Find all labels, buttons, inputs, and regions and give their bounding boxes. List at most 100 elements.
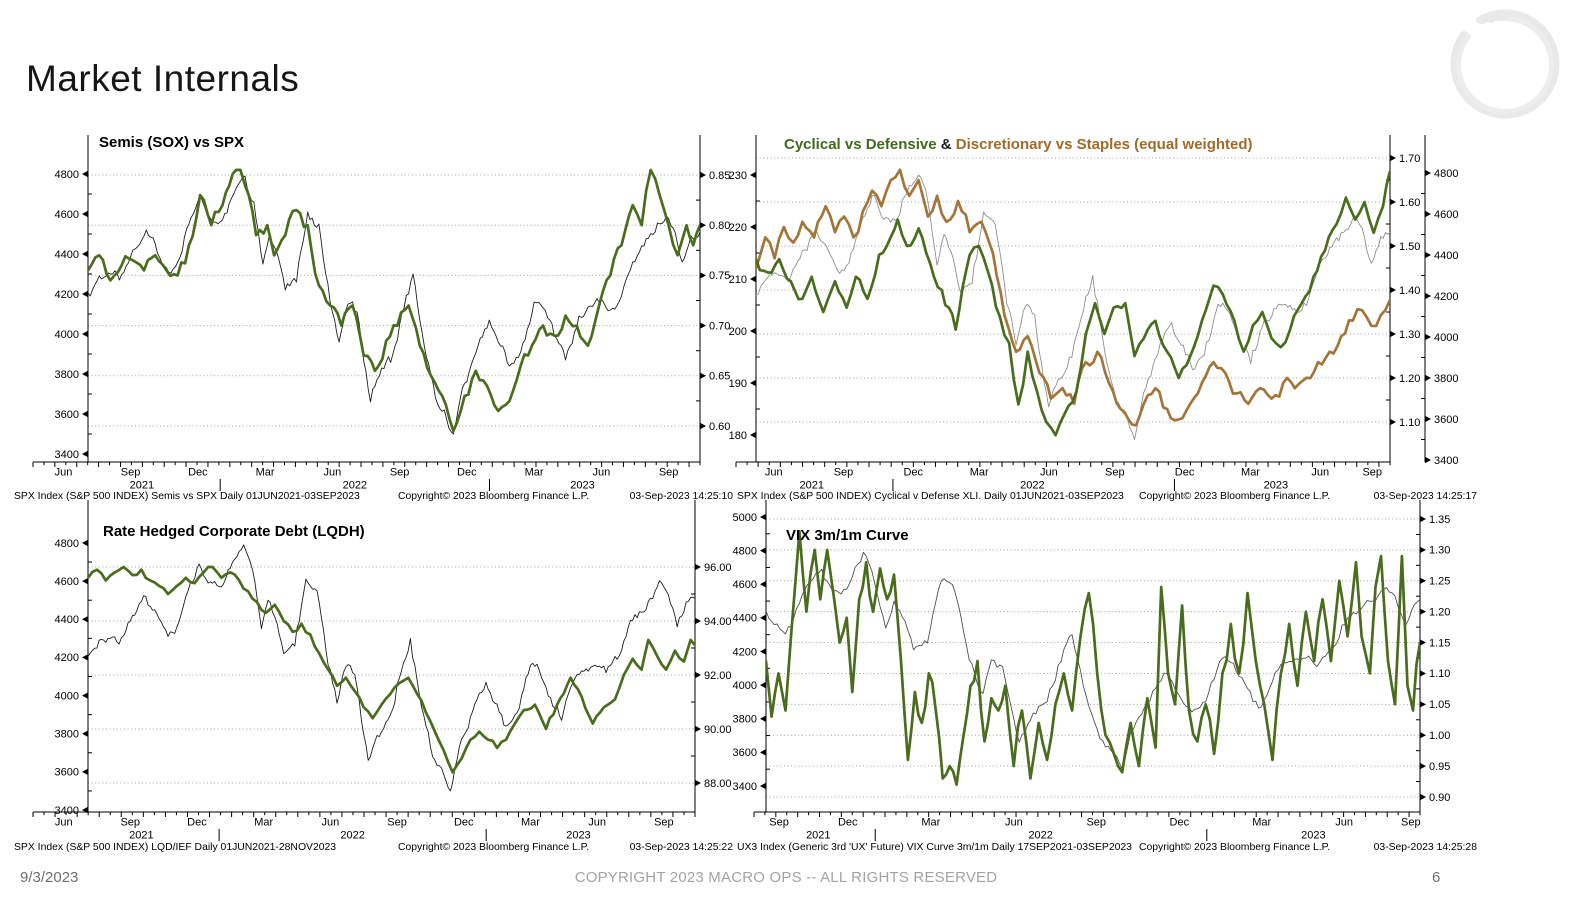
- tick-arrow: [700, 422, 706, 430]
- tick-arrow: [1420, 639, 1426, 646]
- series-spx-index: [88, 175, 700, 435]
- chart-title-vix-3m-1m-curve: VIX 3m/1m Curve: [786, 527, 909, 544]
- tick-arrow: [750, 327, 756, 335]
- slide-copyright: COPYRIGHT 2023 MACRO OPS -- ALL RIGHTS R…: [574, 869, 998, 886]
- tick-arrow: [1390, 242, 1396, 250]
- x-month-label: Jun: [322, 817, 340, 829]
- series-discretionary-vs-staples-equal-weighted-: [756, 168, 1390, 427]
- y-tick-label: 94.00: [704, 616, 732, 628]
- y-tick-label: 4000: [55, 690, 79, 702]
- x-month-label: Sep: [1401, 817, 1421, 829]
- x-month-label: Mar: [525, 467, 544, 479]
- y-tick-label: 4400: [55, 249, 79, 261]
- x-month-label: Sep: [390, 467, 410, 479]
- y-tick-label: 3400: [733, 781, 757, 793]
- x-month-label: Jun: [588, 817, 606, 829]
- tick-arrow: [760, 513, 766, 521]
- tick-arrow: [1425, 333, 1431, 341]
- tick-arrow: [700, 272, 706, 279]
- y-tick-label: 4800: [733, 545, 757, 557]
- tick-arrow: [1425, 251, 1431, 259]
- title-part-ampersand: &: [936, 136, 956, 153]
- y-tick-label: 4600: [55, 576, 79, 588]
- tick-arrow: [1420, 515, 1426, 523]
- y-tick-label: 4200: [733, 646, 757, 658]
- tick-arrow: [1425, 292, 1431, 300]
- x-month-label: Jun: [323, 467, 341, 479]
- tick-arrow: [1420, 732, 1426, 739]
- y-tick-label: 1.40: [1399, 285, 1420, 297]
- tick-arrow: [750, 275, 756, 283]
- y-tick-label: 3600: [55, 409, 79, 421]
- x-month-label: Jun: [1335, 817, 1353, 829]
- tick-arrow: [750, 223, 756, 231]
- y-tick-label: 0.95: [1429, 761, 1450, 773]
- tick-arrow: [1425, 456, 1431, 464]
- y-tick-label: 4800: [55, 538, 79, 550]
- y-tick-label: 1.70: [1399, 153, 1420, 165]
- y-tick-label: 3800: [55, 369, 79, 381]
- chart-group-1: 230 220 210 200 190 180 1.70 1.60 1.50 1.40 1.30 1.…: [729, 135, 1458, 492]
- tick-arrow: [700, 222, 706, 229]
- tick-arrow: [1425, 169, 1431, 177]
- y-tick-label: 4000: [55, 329, 79, 341]
- x-year-label: 2021: [806, 830, 830, 842]
- y-tick-label: 4600: [55, 209, 79, 221]
- footer-timestamp: 03-Sep-2023 14:25:22: [629, 842, 733, 853]
- x-month-label: Sep: [1362, 467, 1382, 479]
- tick-arrow: [760, 648, 766, 655]
- x-year-label: 2023: [1264, 480, 1288, 492]
- x-month-label: Dec: [187, 817, 207, 829]
- chart-footer-2: SPX Index (S&P 500 INDEX) Cyclical v Def…: [737, 491, 1477, 505]
- y-tick-label: 1.20: [1399, 373, 1420, 385]
- y-tick-label: 88.00: [704, 778, 732, 790]
- tick-arrow: [1420, 546, 1426, 554]
- chart-footer-1: SPX Index (S&P 500 INDEX) Semis vs SPX D…: [14, 491, 733, 505]
- tick-arrow: [695, 671, 701, 679]
- title-part-discretionary-vs-staples: Discretionary vs Staples (equal weighted…: [955, 136, 1253, 153]
- x-year-label: 2022: [1028, 830, 1052, 842]
- tick-arrow: [1390, 374, 1396, 382]
- tick-arrow: [760, 782, 766, 790]
- tick-arrow: [695, 725, 701, 733]
- x-month-label: Jun: [592, 467, 610, 479]
- x-month-label: Dec: [1175, 467, 1195, 479]
- x-year-label: 2022: [1020, 480, 1044, 492]
- tick-arrow: [1420, 577, 1426, 584]
- tick-arrow: [82, 539, 88, 547]
- y-tick-label: 1.35: [1429, 514, 1450, 526]
- y-tick-label: 0.80: [709, 220, 730, 232]
- tick-arrow: [700, 171, 706, 179]
- y-tick-label: 4200: [55, 652, 79, 664]
- y-tick-label: 0.90: [1429, 792, 1450, 804]
- y-tick-label: 4400: [733, 613, 757, 625]
- x-month-label: Mar: [254, 817, 273, 829]
- tick-arrow: [82, 654, 88, 661]
- y-tick-label: 1.30: [1429, 545, 1450, 557]
- footer-copyright: Copyright© 2023 Bloomberg Finance L.P.: [1139, 842, 1331, 853]
- tick-arrow: [700, 322, 706, 329]
- y-tick-label: 1.10: [1429, 668, 1450, 680]
- y-tick-label: 0.60: [709, 421, 730, 433]
- tick-arrow: [1420, 793, 1426, 801]
- slide-page-number: 6: [1432, 869, 1441, 886]
- tick-arrow: [750, 379, 756, 387]
- tick-arrow: [82, 616, 88, 623]
- y-tick-label: 4000: [733, 680, 757, 692]
- x-month-label: Sep: [120, 817, 140, 829]
- y-tick-label: 3400: [55, 449, 79, 461]
- y-tick-label: 3800: [733, 714, 757, 726]
- y-tick-label: 1.50: [1399, 241, 1420, 253]
- macro-ops-logo-icon: [1450, 9, 1560, 119]
- footer-description: SPX Index (S&P 500 INDEX) Semis vs SPX D…: [14, 491, 360, 502]
- tick-arrow: [1390, 154, 1396, 162]
- footer-copyright: Copyright© 2023 Bloomberg Finance L.P.: [398, 491, 590, 502]
- y-tick-label: 92.00: [704, 670, 732, 682]
- x-month-label: Jun: [1040, 467, 1058, 479]
- series-lqd-ief: [88, 565, 695, 774]
- tick-arrow: [1425, 374, 1431, 382]
- x-year-label: 2023: [566, 830, 590, 842]
- series-spx-index: [88, 544, 695, 792]
- x-month-label: Dec: [903, 467, 923, 479]
